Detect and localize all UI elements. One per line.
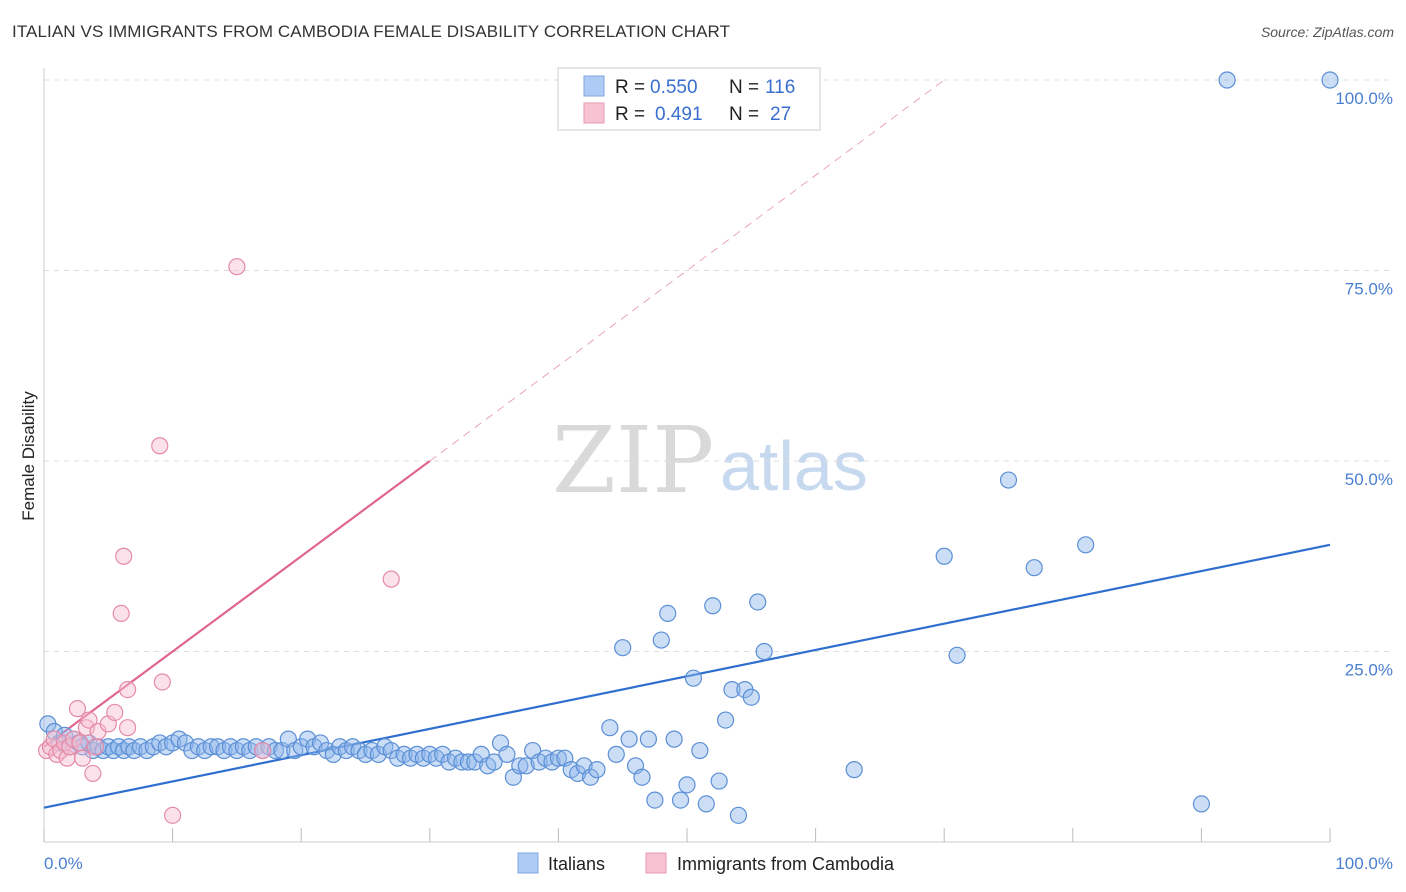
point-italians [749,593,767,611]
legend-swatch-cambodia [645,852,667,874]
point-italians [549,749,568,767]
point-italians [266,741,285,760]
point-italians [704,597,722,615]
point-italians [1077,536,1095,554]
point-italians [498,745,516,763]
legend-swatch-italians [517,852,539,874]
y-axis-title: Female Disability [19,391,38,521]
point-italians [517,757,535,775]
point-cambodia [228,258,246,276]
legend-label-italians: Italians [548,854,605,874]
point-italians [999,471,1018,489]
stats-r-label-italians: R = [615,77,645,98]
point-italians [697,795,715,813]
point-cambodia [151,437,169,455]
stats-n-label-cambodia: N = [729,104,759,125]
point-italians [716,711,735,729]
point-italians [511,757,529,775]
point-cambodia [254,741,272,760]
point-cambodia [84,764,102,783]
source-label: Source: ZipAtlas.com [1260,24,1394,40]
point-italians [588,761,606,779]
point-cambodia [80,711,98,729]
point-cambodia [73,749,92,767]
point-italians [665,730,683,748]
point-italians [755,642,773,661]
stats-n-label-italians: N = [729,77,759,98]
trend-lines [43,79,1331,809]
point-cambodia [118,680,137,699]
point-cambodia [153,673,171,691]
stats-r-value-cambodia: 0.491 [655,104,703,125]
trend-line-italians [43,543,1331,809]
point-italians [601,719,619,737]
scatter-points [37,71,1339,824]
point-italians [1025,559,1043,577]
point-italians [742,688,760,706]
point-italians [723,680,741,699]
point-italians [691,741,709,760]
point-italians [620,730,638,748]
point-italians [710,772,728,790]
legend-label-cambodia: Immigrants from Cambodia [677,854,895,874]
point-cambodia [71,734,89,752]
y-tick-label: 100.0% [1335,89,1393,108]
y-tick-label: 25.0% [1345,661,1393,680]
legend: Italians Immigrants from Cambodia [517,852,895,874]
point-italians [202,738,220,756]
chart-title: ITALIAN VS IMMIGRANTS FROM CAMBODIA FEMA… [12,22,731,41]
stats-swatch-italians [583,75,605,97]
point-italians [459,753,477,771]
point-italians [678,776,696,794]
point-italians [1321,71,1339,89]
trend-line-cambodia-extension [429,79,945,462]
stats-swatch-cambodia [583,102,605,124]
point-italians [614,639,632,657]
point-italians [948,646,966,664]
point-italians [652,631,670,649]
point-italians [671,791,690,809]
x-tick-label: 0.0% [44,854,83,873]
axes [43,68,1331,843]
stats-n-value-italians: 116 [765,77,795,98]
point-italians [845,761,863,779]
point-cambodia [68,700,87,718]
x-tick-labels: 0.0% 100.0% [44,854,1393,873]
point-italians [1218,71,1236,89]
grid-lines [44,79,1392,652]
point-italians [607,745,625,763]
stats-r-value-italians: 0.550 [650,77,698,98]
point-italians [1192,795,1211,813]
point-italians [646,791,664,809]
point-cambodia [112,604,130,623]
y-tick-label: 50.0% [1345,470,1393,489]
point-italians [729,806,748,824]
point-cambodia [118,719,137,737]
stats-n-value-cambodia: 27 [770,104,791,125]
point-italians [485,753,503,771]
point-italians [659,604,677,623]
point-italians [639,730,658,748]
stats-r-label-cambodia: R = [615,104,645,125]
watermark-atlas: atlas [720,427,868,505]
y-tick-label: 75.0% [1345,280,1393,299]
point-cambodia [86,738,105,756]
x-tick-label: 100.0% [1335,854,1393,873]
point-italians [684,669,703,687]
y-tick-labels: 25.0% 50.0% 75.0% 100.0% [1335,89,1393,680]
trend-line-cambodia [43,460,431,748]
point-cambodia [382,570,400,588]
point-cambodia [164,806,182,824]
point-italians [935,547,953,565]
point-cambodia [106,703,124,722]
stats-box: R = 0.550 N = 116 R = 0.491 N = 27 [557,67,821,131]
point-italians [633,768,651,786]
point-italians [453,753,471,771]
point-cambodia [115,547,133,565]
